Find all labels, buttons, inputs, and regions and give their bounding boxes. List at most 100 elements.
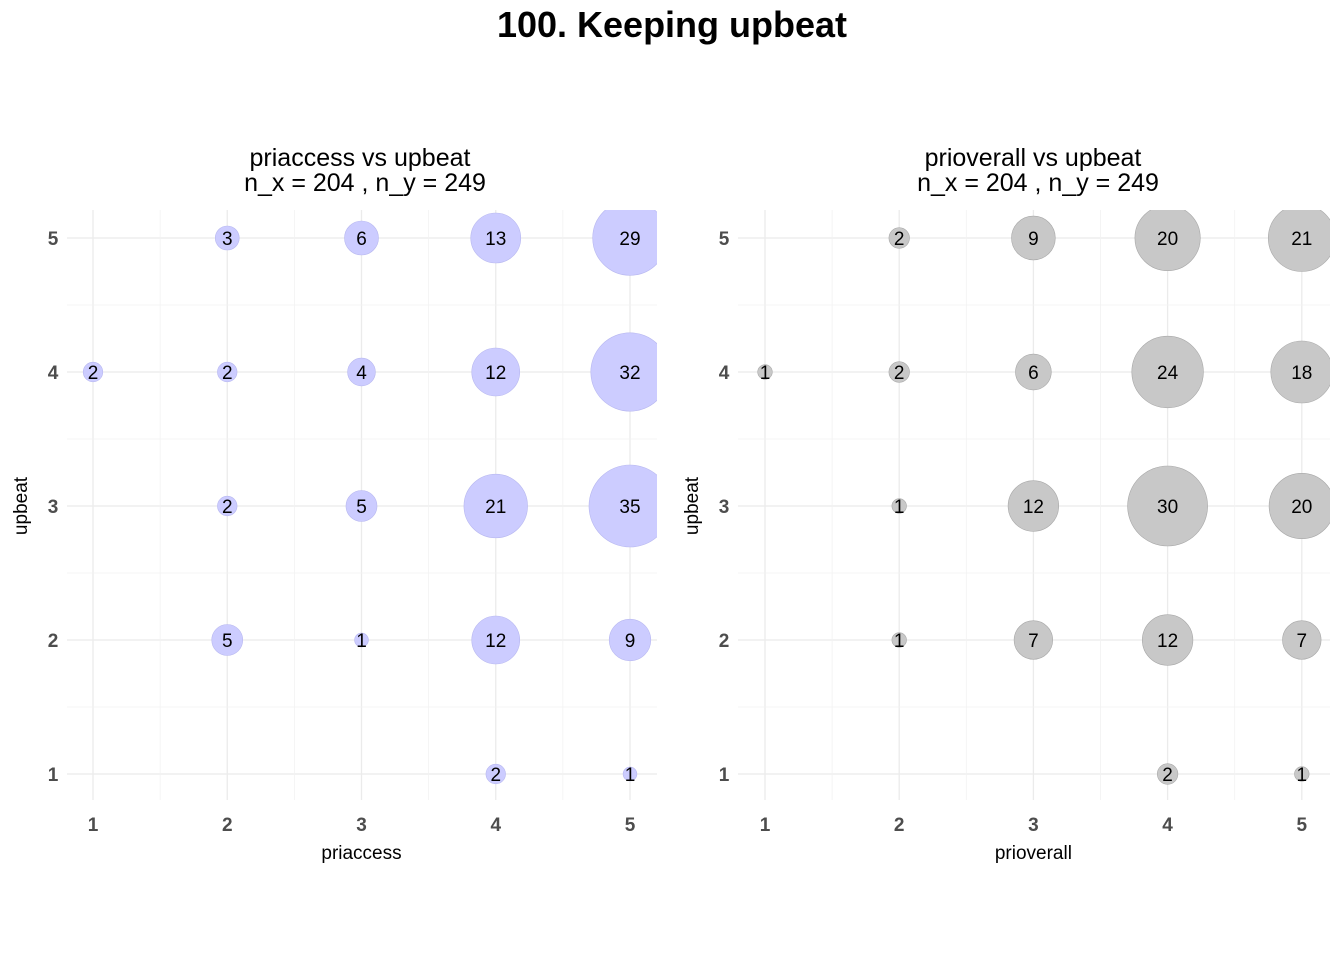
x-tick-label: 3 <box>356 815 367 836</box>
bubble-count-label: 9 <box>625 631 636 652</box>
bubble-point <box>592 210 657 276</box>
y-axis-label: upbeat <box>682 476 703 535</box>
y-tick-label: 3 <box>48 497 59 518</box>
x-tick-label: 1 <box>760 815 771 836</box>
bubble-point <box>82 361 104 383</box>
bubble-count-label: 4 <box>356 363 367 384</box>
bubble-count-label: 30 <box>1157 497 1178 518</box>
bubble-count-label: 1 <box>894 631 905 652</box>
y-tick-label: 5 <box>48 229 59 250</box>
bubble-point <box>345 490 378 522</box>
panel-subtitle: n_x = 204 , n_y = 249 <box>244 169 486 197</box>
bubble-count-label: 21 <box>1291 229 1312 250</box>
bubble-point <box>757 364 773 380</box>
y-tick-label: 4 <box>48 363 59 384</box>
bubble-count-label: 20 <box>1291 497 1312 518</box>
bubble-count-label: 2 <box>1162 765 1173 786</box>
bubble-count-label: 5 <box>356 497 367 518</box>
bubble-point <box>608 618 652 662</box>
bubble-count-label: 32 <box>619 363 640 384</box>
bubble-count-label: 18 <box>1291 363 1312 384</box>
y-tick-label: 1 <box>719 765 730 786</box>
bubble-point <box>344 220 379 256</box>
bubble-count-label: 3 <box>222 229 233 250</box>
y-tick-label: 2 <box>719 631 730 652</box>
bubble-count-label: 35 <box>619 497 640 518</box>
x-tick-label: 4 <box>490 815 501 836</box>
x-axis-label: priaccess <box>321 843 401 864</box>
y-tick-label: 1 <box>48 765 59 786</box>
bubble-point <box>214 225 240 251</box>
bubble-point <box>471 615 521 665</box>
bubbles <box>82 210 657 785</box>
bubble-point <box>347 357 376 387</box>
bubble-point <box>463 473 528 539</box>
x-tick-label: 2 <box>894 815 905 836</box>
bubble-count-label: 2 <box>222 363 233 384</box>
y-tick-label: 2 <box>48 631 59 652</box>
bubble-count-label: 29 <box>619 229 640 250</box>
bubble-count-label: 6 <box>356 229 367 250</box>
bubble-point <box>217 495 238 517</box>
y-axis-label: upbeat <box>11 476 32 535</box>
bubble-count-label: 2 <box>894 229 905 250</box>
bubble-count-label: 2 <box>490 765 501 786</box>
bubble-count-label: 21 <box>485 497 506 518</box>
bubble-count-label: 7 <box>1297 631 1308 652</box>
bubble-count-label: 2 <box>222 497 233 518</box>
bubble-count-label: 20 <box>1157 229 1178 250</box>
x-tick-label: 3 <box>1028 815 1039 836</box>
bubble-point <box>588 464 657 548</box>
bubble-point <box>1270 340 1330 404</box>
bubble-point <box>1013 620 1054 660</box>
bubble-count-label: 9 <box>1028 229 1039 250</box>
y-tick-label: 3 <box>719 497 730 518</box>
bubble-count-label: 7 <box>1028 631 1039 652</box>
bubble-count-label: 1 <box>760 363 771 384</box>
bubble-count-label: 1 <box>625 765 636 786</box>
bubble-count-label: 12 <box>485 363 506 384</box>
bubble-point <box>622 766 638 782</box>
bubble-point <box>1007 480 1060 532</box>
bubble-point <box>1268 473 1330 539</box>
bubble-point <box>470 212 522 264</box>
bubble-count-label: 13 <box>485 229 506 250</box>
x-tick-label: 5 <box>625 815 636 836</box>
bubble-point <box>211 624 244 656</box>
bubble-count-label: 12 <box>1023 497 1044 518</box>
bubble-point <box>471 347 521 397</box>
x-tick-label: 2 <box>222 815 233 836</box>
bubble-point <box>217 361 238 383</box>
bubbles <box>757 210 1330 785</box>
bubble-point <box>1134 210 1201 271</box>
bubble-point <box>1156 763 1179 785</box>
bubble-point <box>354 632 369 648</box>
bubble-labels: 2 9 20 211 2 6 24 181 12 30 201 7 12 72 1 <box>760 229 1313 786</box>
bubble-count-label: 24 <box>1157 363 1179 384</box>
bubble-point <box>1268 210 1330 272</box>
bubble-count-label: 2 <box>894 363 905 384</box>
bubble-point <box>1011 215 1056 261</box>
page-title: 100. Keeping upbeat <box>496 4 848 45</box>
bubble-point <box>1282 620 1322 660</box>
bubble-point <box>1127 465 1208 547</box>
x-tick-label: 4 <box>1162 815 1173 836</box>
y-tick-label: 4 <box>719 363 730 384</box>
bubble-count-label: 2 <box>88 363 99 384</box>
bubble-point <box>1294 766 1310 782</box>
panel-title: priaccess vs upbeat <box>250 144 471 172</box>
bubble-point <box>1141 614 1194 666</box>
bubble-point <box>891 498 907 514</box>
x-tick-label: 1 <box>88 815 99 836</box>
bubble-point <box>888 361 910 383</box>
bubble-point <box>891 632 907 648</box>
bubble-count-label: 1 <box>894 497 905 518</box>
bubble-point <box>1015 353 1052 391</box>
y-tick-label: 5 <box>719 229 730 250</box>
bubble-point <box>590 332 657 412</box>
panel-subtitle: n_x = 204 , n_y = 249 <box>917 169 1159 197</box>
bubble-point <box>1131 335 1204 409</box>
